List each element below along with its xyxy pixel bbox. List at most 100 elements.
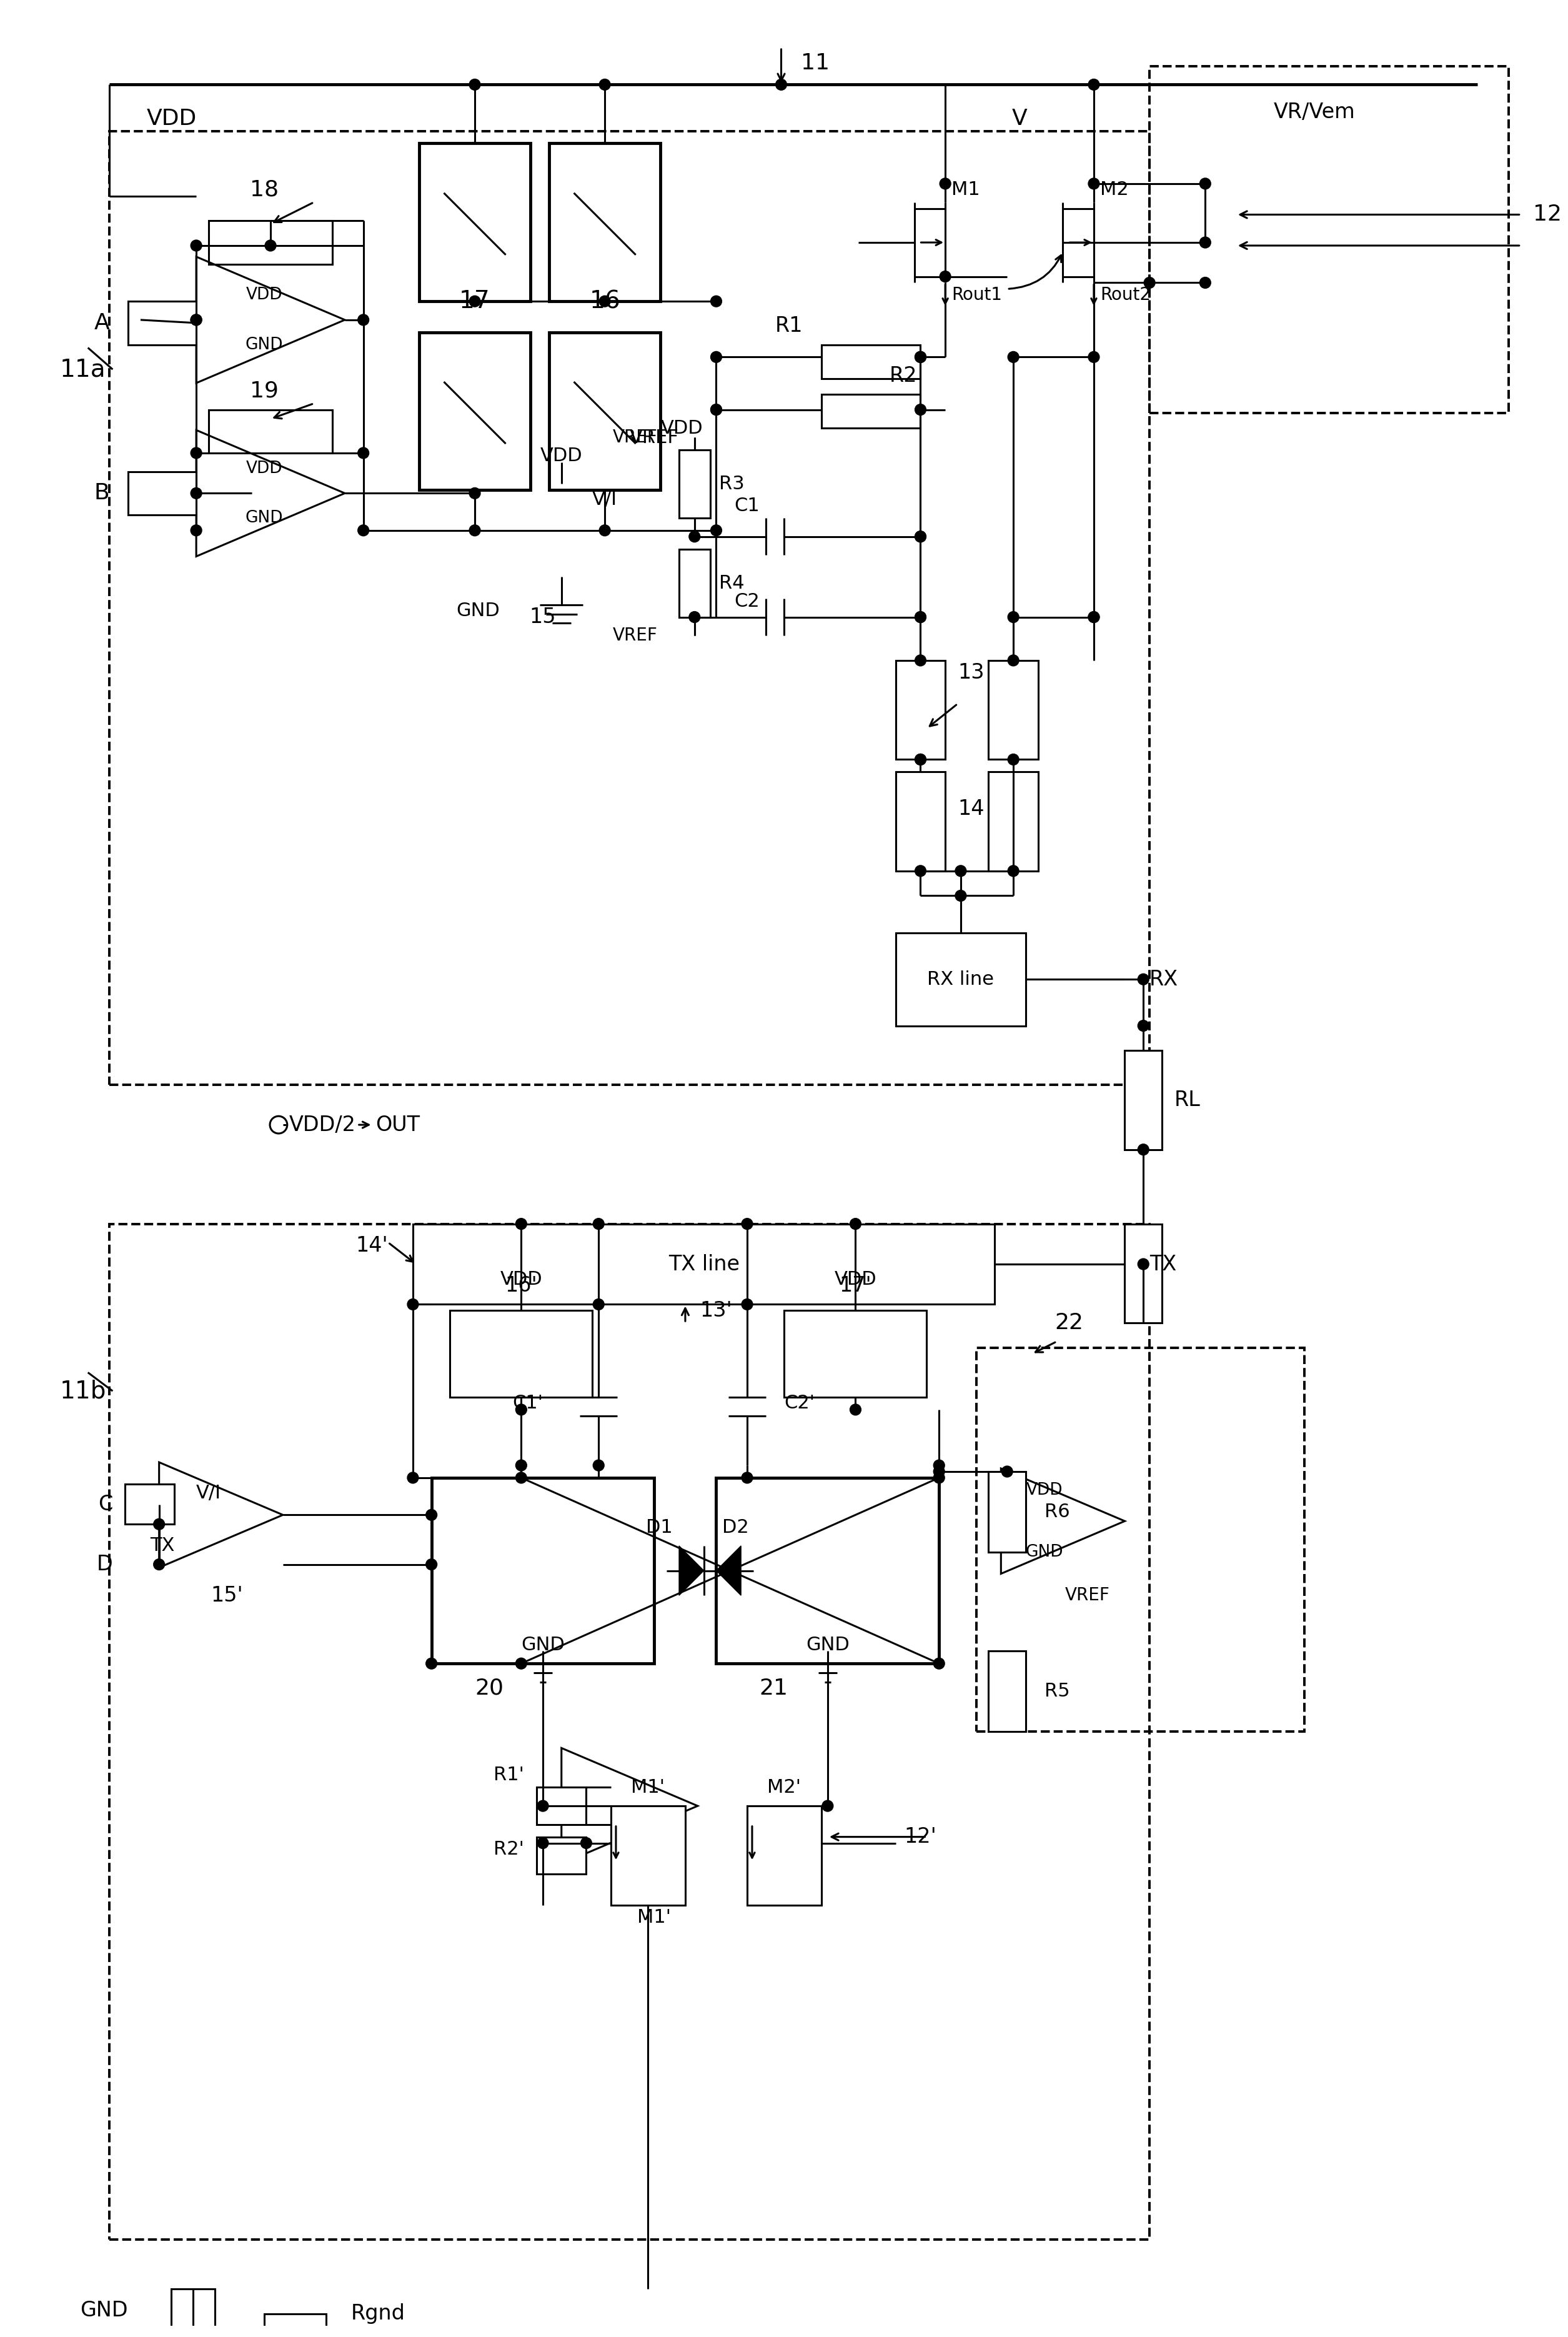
Text: OUT: OUT [376,1115,420,1136]
Circle shape [1145,278,1156,287]
Text: C1: C1 [734,495,759,514]
Bar [988,661,1038,760]
Text: VR/Vem: VR/Vem [1273,103,1355,124]
Circle shape [914,351,927,362]
Circle shape [1008,865,1019,876]
Bar [549,143,660,301]
Text: M1: M1 [952,180,980,199]
Bar [129,301,196,344]
Circle shape [1088,79,1099,91]
Bar [679,451,710,519]
Circle shape [742,1472,753,1484]
Text: R3: R3 [720,474,745,493]
Circle shape [1200,278,1210,287]
Circle shape [914,530,927,542]
Circle shape [1138,1021,1149,1031]
Circle shape [914,351,927,362]
Bar [988,771,1038,872]
Circle shape [191,241,202,250]
Text: TX: TX [1149,1255,1176,1274]
Bar [679,549,710,617]
Bar [125,1484,174,1524]
Bar [717,1477,939,1664]
Circle shape [1138,975,1149,984]
Circle shape [469,79,480,91]
Circle shape [426,1510,437,1521]
Circle shape [933,1657,944,1669]
Text: GND: GND [246,509,284,526]
Circle shape [358,313,368,325]
Text: B: B [94,484,110,505]
Text: R4: R4 [720,575,745,591]
Text: TX: TX [151,1538,174,1554]
Bar [988,1652,1025,1732]
Text: C1': C1' [513,1395,543,1412]
Bar [784,1311,927,1398]
Circle shape [358,526,368,535]
Circle shape [426,1657,437,1669]
Circle shape [1008,351,1019,362]
Text: C2': C2' [784,1395,815,1412]
Circle shape [914,612,927,622]
Bar [822,344,920,379]
Bar [822,395,920,428]
Circle shape [710,404,721,416]
Text: 19: 19 [249,381,279,402]
Circle shape [516,1472,527,1484]
Text: M2': M2' [767,1778,801,1797]
Bar [110,131,1149,1084]
Circle shape [850,1218,861,1229]
Text: R6: R6 [1044,1503,1069,1521]
Circle shape [742,1299,753,1311]
Circle shape [1088,612,1099,622]
Text: 11a: 11a [60,358,107,381]
Text: 18: 18 [249,180,279,201]
Text: 17': 17' [839,1276,872,1297]
Circle shape [688,530,701,542]
Circle shape [1008,612,1019,622]
Circle shape [408,1299,419,1311]
Text: GND: GND [1025,1545,1063,1561]
Bar [171,2288,215,2332]
Circle shape [154,1519,165,1531]
Bar [129,472,196,514]
Circle shape [742,1218,753,1229]
Circle shape [933,1465,944,1477]
Bar [419,143,530,301]
Text: R1: R1 [775,315,803,337]
Text: 13: 13 [958,661,985,682]
Text: VREF: VREF [613,626,657,645]
Circle shape [1002,1465,1013,1477]
Bar [977,1348,1305,1732]
Circle shape [939,178,950,189]
Circle shape [191,446,202,458]
Circle shape [1138,1260,1149,1269]
Circle shape [265,241,276,250]
Text: VDD: VDD [1025,1482,1063,1498]
Circle shape [599,526,610,535]
Circle shape [688,612,701,622]
Text: 17: 17 [459,290,491,313]
Bar [895,771,946,872]
Text: VDD/2: VDD/2 [289,1115,356,1136]
Text: VREF: VREF [1065,1587,1110,1603]
Text: M1': M1' [638,1909,671,1926]
Text: GND: GND [521,1636,564,1655]
Bar [1149,65,1508,414]
Text: C: C [99,1493,113,1514]
Circle shape [933,1461,944,1470]
Circle shape [955,890,966,902]
Text: 14: 14 [958,799,985,820]
Text: GND: GND [80,2300,129,2321]
Text: VDD: VDD [660,418,702,437]
Circle shape [914,612,927,622]
Circle shape [914,755,927,764]
Bar [1124,1052,1162,1150]
Text: GND: GND [806,1636,850,1655]
Text: Rout1: Rout1 [952,287,1002,304]
Text: VDD: VDD [246,460,282,477]
Circle shape [426,1559,437,1570]
Text: 13': 13' [699,1299,732,1320]
Text: R2: R2 [889,365,917,386]
Circle shape [914,351,927,362]
